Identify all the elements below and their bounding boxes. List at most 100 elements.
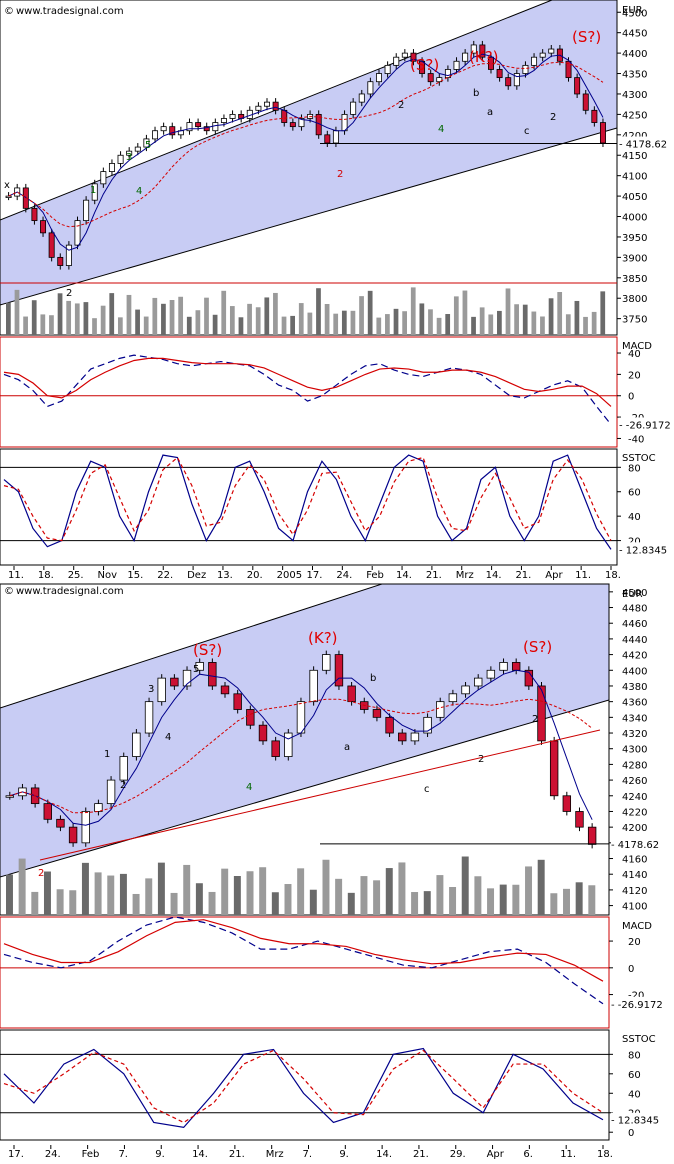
- top-price-volume-bar: [273, 292, 278, 335]
- top-price-volume-bar: [514, 304, 519, 335]
- top-price-annotation: (K?): [469, 48, 499, 66]
- bot-xaxis-xtick-label: 7.: [303, 1149, 313, 1160]
- bot-sstoc-ytick-label: 40: [628, 1089, 641, 1100]
- bot-price-candle: [587, 826, 597, 845]
- top-price-ytick-label: 3850: [622, 274, 647, 285]
- top-price-candle: [341, 113, 348, 132]
- top-price-volume-bar: [83, 302, 89, 335]
- top-xaxis-xtick-label: 18.: [605, 570, 621, 581]
- top-price-volume-bar: [385, 314, 390, 335]
- bot-price-candle: [575, 811, 584, 828]
- top-price-candle: [531, 56, 538, 66]
- top-price-ytick-label: 3900: [622, 253, 647, 264]
- top-price-volume-bar: [161, 303, 166, 335]
- bot-price-volume-bar: [423, 891, 431, 915]
- top-price-volume-bar: [531, 311, 537, 335]
- bot-xaxis-xtick-label: 29.: [450, 1149, 466, 1160]
- bot-sstoc-title: SSTOC: [622, 1034, 656, 1045]
- bot-price-trend-line: [39, 729, 601, 861]
- bot-price-ytick-label: 4100: [622, 902, 647, 913]
- bot-price-candle: [347, 685, 356, 703]
- top-price-volume-bar: [169, 299, 175, 335]
- top-price-candle: [212, 122, 219, 132]
- top-macd-title: MACD: [622, 341, 652, 352]
- bot-price-volume-bar: [550, 893, 558, 915]
- bot-price-ma-short: [9, 669, 593, 826]
- top-price-annotation: 5: [145, 140, 151, 151]
- top-xaxis-xtick-label: Apr: [545, 570, 563, 581]
- top-price-candle: [91, 183, 98, 201]
- top-price-candle: [367, 81, 374, 95]
- bot-sstoc-ytick-label: 80: [628, 1050, 641, 1061]
- top-price-candle: [83, 199, 90, 222]
- bot-macd-series-line: [3, 919, 604, 982]
- top-price-candle: [444, 69, 451, 79]
- bot-price-volume-bar: [499, 884, 507, 915]
- top-price-volume-bar: [135, 309, 140, 335]
- top-price-ytick-label: 4400: [622, 49, 647, 60]
- top-price-volume-bar: [600, 291, 606, 335]
- bot-price-ytick-label: 4260: [622, 776, 647, 787]
- bot-price-frame: [0, 583, 610, 916]
- bot-macd-last-value: - -26.9172: [611, 1000, 663, 1011]
- bot-price-annotation: 4: [246, 782, 252, 793]
- bot-price-volume-bar: [31, 891, 39, 915]
- top-price-volume-bar: [92, 318, 97, 335]
- top-price-volume-bar: [376, 317, 382, 335]
- bot-price-volume-bar: [512, 884, 520, 915]
- bot-price-ytick-label: 4380: [622, 682, 647, 693]
- bot-price-candle: [233, 693, 242, 710]
- top-price-ytick-label: 3800: [622, 294, 647, 305]
- bot-price-volume-bar: [246, 871, 254, 915]
- top-macd-frame: [0, 336, 618, 448]
- top-price-annotation: (S?): [572, 28, 601, 46]
- top-xaxis-xtick-label: 14.: [486, 570, 502, 581]
- bot-price-ytick-label: 4140: [622, 870, 647, 881]
- bot-price-candle: [68, 826, 78, 844]
- top-price-ytick-label: 4350: [622, 70, 647, 81]
- top-price-volume-bar: [195, 310, 201, 335]
- top-price-ytick-label: 3950: [622, 233, 647, 244]
- bot-xaxis-xtick-label: Apr: [487, 1149, 505, 1160]
- bot-price-annotation: c: [424, 784, 430, 795]
- top-price-ytick-label: 4450: [622, 29, 647, 40]
- bot-price-ytick-label: 4120: [622, 886, 647, 897]
- top-price-annotation: 4: [438, 124, 444, 135]
- bot-xaxis-xtick-label: 9.: [339, 1149, 349, 1160]
- top-price-candle: [255, 105, 262, 111]
- top-xaxis-xtick-label: 20.: [247, 570, 263, 581]
- top-price-annotation: 2: [337, 169, 343, 180]
- top-price-candle: [548, 48, 555, 54]
- top-price-volume-bar: [410, 287, 416, 335]
- bot-price-volume-bar: [119, 873, 127, 915]
- bot-price-copyright-icon: ©: [4, 586, 14, 597]
- top-price-candle: [453, 60, 460, 70]
- top-price-candle: [31, 207, 38, 222]
- top-sstoc-last-value: - 12.8345: [619, 545, 667, 556]
- top-price-volume-bar: [23, 316, 28, 335]
- top-price-candle: [57, 256, 64, 266]
- bot-price-candle: [195, 662, 204, 671]
- top-price-volume-bar: [264, 297, 270, 335]
- top-price-candle: [126, 150, 133, 156]
- top-price-annotation: c: [524, 126, 530, 137]
- top-sstoc-frame: [0, 448, 618, 566]
- top-price-candle: [350, 101, 357, 115]
- bot-xaxis-xtick-label: 11.: [560, 1149, 576, 1160]
- bot-price-volume-bar: [360, 876, 368, 915]
- top-price-ma-long: [8, 61, 604, 228]
- top-price-volume-bar: [583, 316, 588, 335]
- top-price-volume-bar: [221, 290, 227, 335]
- bot-xaxis-xtick-label: Feb: [82, 1149, 100, 1160]
- top-sstoc-series-line: [3, 454, 612, 550]
- bot-sstoc-frame: [0, 1029, 610, 1141]
- top-xaxis-xtick-label: 11.: [8, 570, 24, 581]
- bot-price-last-value: - 4178.62: [611, 840, 659, 851]
- bot-price-ytick-label: 4400: [622, 666, 647, 677]
- bot-xaxis-xtick-label: 7.: [118, 1149, 128, 1160]
- top-price-candle: [582, 93, 589, 111]
- top-price-candle: [22, 187, 29, 209]
- bot-price-volume-bar: [56, 889, 64, 915]
- top-price-candle: [134, 146, 141, 152]
- bot-price-ytick-label: 4280: [622, 760, 647, 771]
